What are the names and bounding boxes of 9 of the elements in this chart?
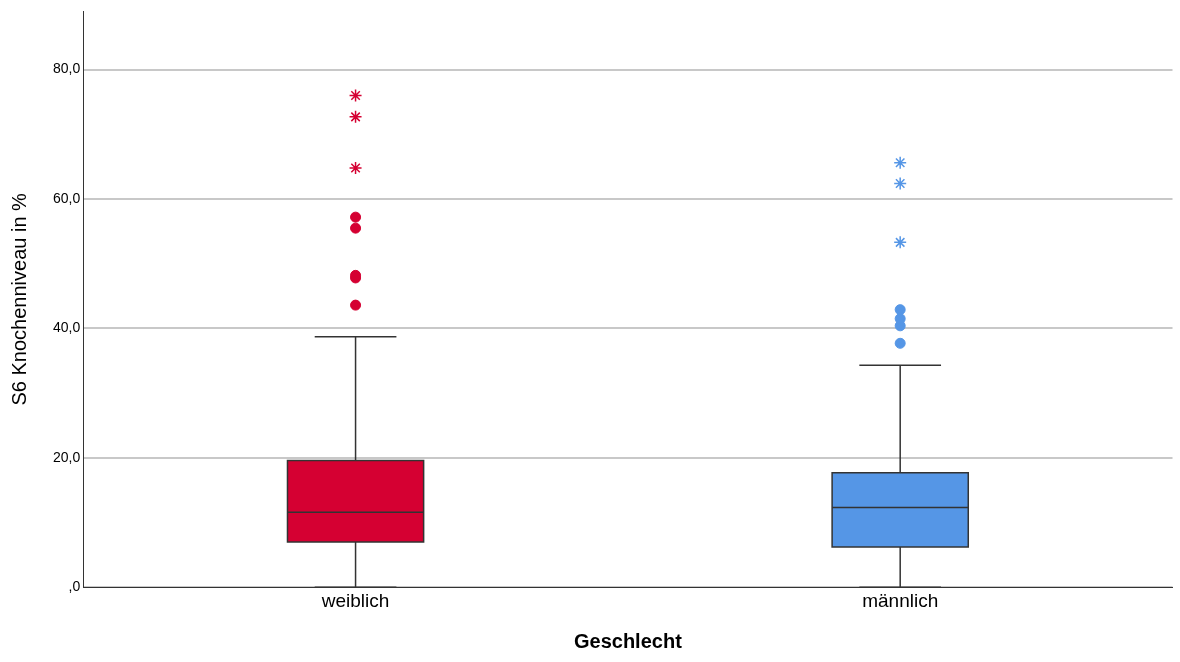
y-tick-label: 20,0 xyxy=(53,448,81,465)
x-tick-label: männlich xyxy=(862,589,939,611)
y-tick-label: 80,0 xyxy=(53,60,81,77)
x-axis-title: Geschlecht xyxy=(573,629,683,652)
y-axis-title: S6 Knochenniveau in % xyxy=(7,192,30,406)
y-tick-label: 40,0 xyxy=(53,319,81,336)
y-tick-label: ,0 xyxy=(68,578,81,595)
x-tick-label: weiblich xyxy=(320,589,390,611)
y-tick-label: 60,0 xyxy=(53,189,81,206)
